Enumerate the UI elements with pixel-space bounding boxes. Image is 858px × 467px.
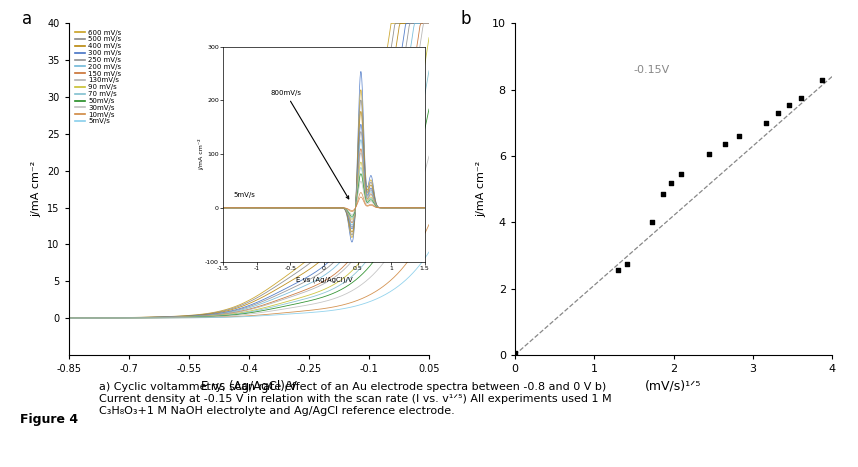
- Point: [508, 349, 522, 357]
- Text: b: b: [461, 10, 471, 28]
- X-axis label: E vs (Ag/AgCl)/V: E vs (Ag/AgCl)/V: [296, 276, 352, 283]
- Point: [758, 119, 772, 127]
- Point: [703, 150, 716, 158]
- Point: [664, 179, 678, 186]
- Y-axis label: j/mA cm⁻²: j/mA cm⁻²: [197, 138, 203, 170]
- Text: 5mV/s: 5mV/s: [233, 192, 255, 198]
- X-axis label: (mV/s)¹ᐟ⁵: (mV/s)¹ᐟ⁵: [645, 380, 702, 392]
- Y-axis label: j/mA cm⁻²: j/mA cm⁻²: [476, 161, 486, 217]
- Point: [611, 267, 625, 274]
- Text: a) Cyclic voltammetry, scan rate effect of an Au electrode spectra between -0.8 : a) Cyclic voltammetry, scan rate effect …: [99, 382, 611, 416]
- Point: [815, 76, 829, 84]
- Text: a: a: [21, 10, 32, 28]
- Legend: 600 mV/s, 500 mV/s, 400 mV/s, 300 mV/s, 250 mV/s, 200 mV/s, 150 mV/s, 130mV/s, 9: 600 mV/s, 500 mV/s, 400 mV/s, 300 mV/s, …: [72, 27, 124, 127]
- Point: [619, 260, 633, 268]
- Y-axis label: j/mA cm⁻²: j/mA cm⁻²: [32, 161, 41, 217]
- Point: [656, 191, 670, 198]
- Text: Figure 4: Figure 4: [21, 413, 78, 425]
- Point: [733, 132, 746, 140]
- X-axis label: E vs (Ag/AgCl)/V: E vs (Ag/AgCl)/V: [201, 380, 297, 392]
- Text: -0.15V: -0.15V: [634, 65, 670, 75]
- Point: [718, 141, 732, 148]
- Point: [782, 101, 796, 108]
- Point: [771, 109, 785, 117]
- Point: [674, 170, 687, 178]
- Text: 800mV/s: 800mV/s: [270, 90, 348, 199]
- Point: [795, 94, 808, 102]
- Point: [645, 219, 659, 226]
